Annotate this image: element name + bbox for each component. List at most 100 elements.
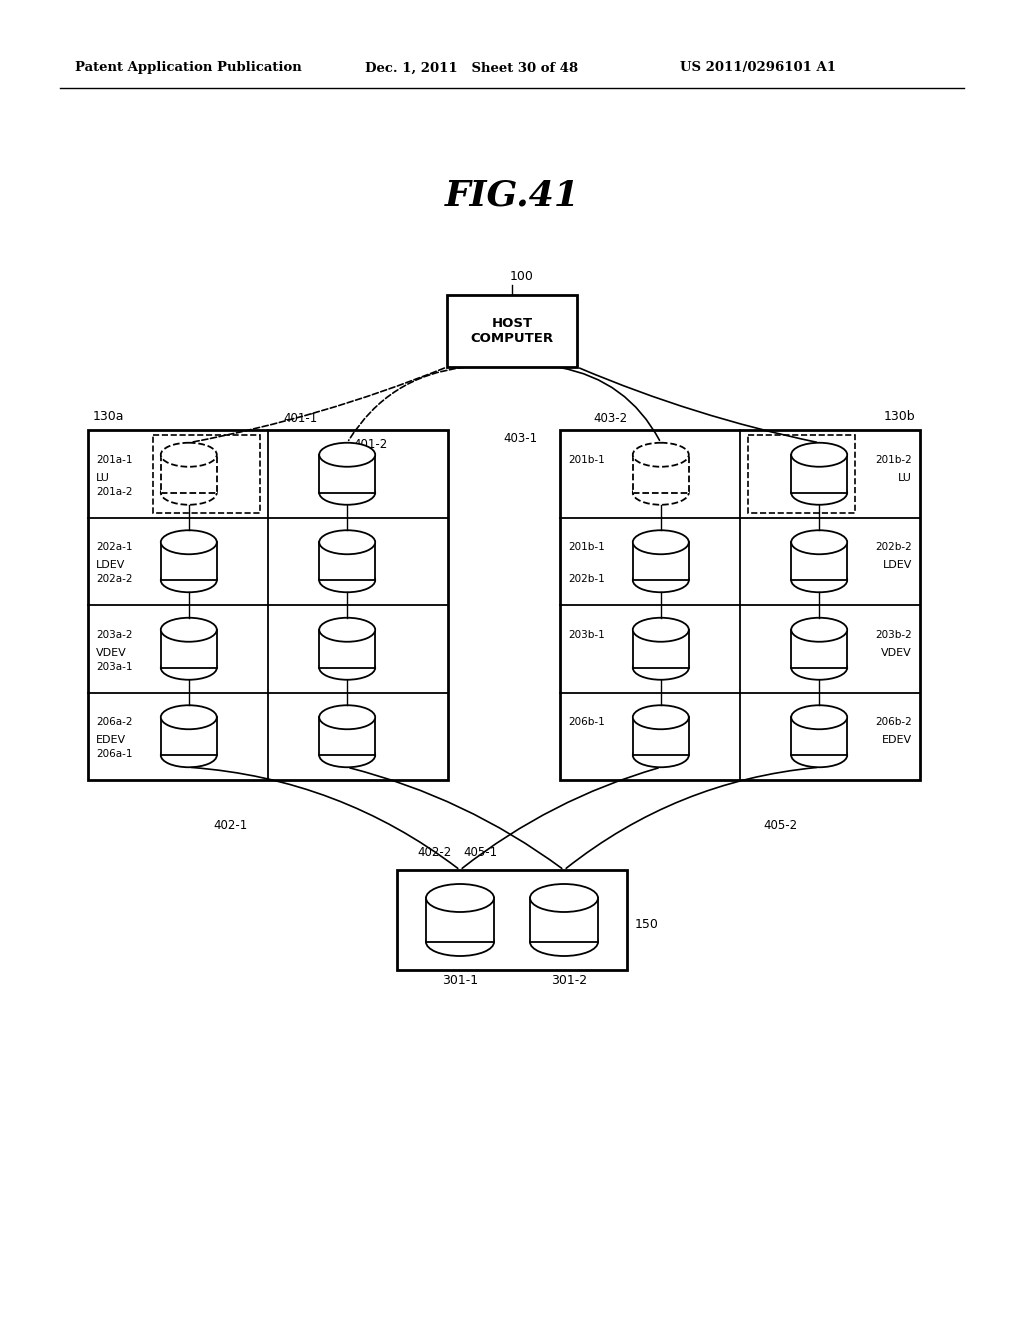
Polygon shape (161, 630, 217, 668)
Ellipse shape (426, 884, 494, 912)
Ellipse shape (792, 743, 847, 767)
Text: US 2011/0296101 A1: US 2011/0296101 A1 (680, 62, 836, 74)
Text: 402-1: 402-1 (213, 818, 247, 832)
Text: 206b-2: 206b-2 (876, 717, 912, 727)
Ellipse shape (792, 531, 847, 554)
Ellipse shape (633, 531, 689, 554)
Ellipse shape (161, 618, 217, 642)
Ellipse shape (161, 656, 217, 680)
Text: 203a-2: 203a-2 (96, 630, 132, 640)
Text: 405-2: 405-2 (763, 818, 797, 832)
Text: FIG.41: FIG.41 (444, 178, 580, 213)
Ellipse shape (633, 743, 689, 767)
Polygon shape (426, 898, 494, 942)
Text: 401-2: 401-2 (353, 438, 387, 451)
Text: LDEV: LDEV (96, 560, 125, 570)
Polygon shape (319, 543, 375, 581)
Text: LU: LU (898, 473, 912, 483)
Text: 202a-2: 202a-2 (96, 574, 132, 585)
Text: 405-1: 405-1 (463, 846, 497, 859)
Text: 100: 100 (510, 271, 534, 284)
Text: VDEV: VDEV (882, 648, 912, 657)
Ellipse shape (319, 480, 375, 504)
Text: 206a-1: 206a-1 (96, 750, 132, 759)
Polygon shape (161, 717, 217, 755)
Text: VDEV: VDEV (96, 648, 127, 657)
Polygon shape (633, 630, 689, 668)
Ellipse shape (530, 884, 598, 912)
Ellipse shape (792, 656, 847, 680)
Text: 130b: 130b (884, 409, 915, 422)
Ellipse shape (319, 531, 375, 554)
Text: Dec. 1, 2011   Sheet 30 of 48: Dec. 1, 2011 Sheet 30 of 48 (365, 62, 579, 74)
Text: 206a-2: 206a-2 (96, 717, 132, 727)
Text: 203b-2: 203b-2 (876, 630, 912, 640)
Ellipse shape (319, 705, 375, 729)
Polygon shape (792, 717, 847, 755)
Text: LDEV: LDEV (883, 560, 912, 570)
Ellipse shape (792, 568, 847, 593)
Text: 203a-1: 203a-1 (96, 661, 132, 672)
Polygon shape (530, 898, 598, 942)
Text: 301-1: 301-1 (442, 974, 478, 987)
Text: 403-2: 403-2 (593, 412, 627, 425)
Ellipse shape (161, 480, 217, 504)
Text: 402-2: 402-2 (418, 846, 453, 859)
Ellipse shape (319, 743, 375, 767)
Text: Patent Application Publication: Patent Application Publication (75, 62, 302, 74)
Text: 202a-1: 202a-1 (96, 543, 132, 552)
Ellipse shape (426, 928, 494, 956)
Ellipse shape (319, 618, 375, 642)
Text: 201b-1: 201b-1 (568, 455, 605, 465)
Ellipse shape (792, 480, 847, 504)
Polygon shape (161, 455, 217, 492)
Polygon shape (633, 455, 689, 492)
Polygon shape (633, 717, 689, 755)
Ellipse shape (319, 656, 375, 680)
Polygon shape (792, 543, 847, 581)
Polygon shape (792, 630, 847, 668)
Ellipse shape (633, 618, 689, 642)
Text: 403-1: 403-1 (503, 432, 537, 445)
Polygon shape (319, 630, 375, 668)
Ellipse shape (161, 705, 217, 729)
Text: 202b-2: 202b-2 (876, 543, 912, 552)
Polygon shape (319, 717, 375, 755)
Polygon shape (792, 455, 847, 492)
Text: 130a: 130a (93, 409, 125, 422)
Text: 201a-2: 201a-2 (96, 487, 132, 496)
Text: 203b-1: 203b-1 (568, 630, 605, 640)
Polygon shape (319, 455, 375, 492)
Ellipse shape (161, 531, 217, 554)
Ellipse shape (161, 568, 217, 593)
FancyBboxPatch shape (88, 430, 449, 780)
Ellipse shape (161, 442, 217, 467)
Text: 201b-2: 201b-2 (876, 455, 912, 465)
Text: 201b-1: 201b-1 (568, 543, 605, 552)
Text: LU: LU (96, 473, 110, 483)
Ellipse shape (792, 442, 847, 467)
Text: 206b-1: 206b-1 (568, 717, 605, 727)
Text: EDEV: EDEV (96, 735, 126, 746)
Ellipse shape (633, 480, 689, 504)
FancyBboxPatch shape (560, 430, 920, 780)
Ellipse shape (633, 705, 689, 729)
Ellipse shape (633, 568, 689, 593)
Ellipse shape (633, 442, 689, 467)
Ellipse shape (792, 705, 847, 729)
Ellipse shape (792, 618, 847, 642)
Polygon shape (161, 543, 217, 581)
Text: HOST
COMPUTER: HOST COMPUTER (470, 317, 554, 345)
Text: 202b-1: 202b-1 (568, 574, 605, 585)
FancyBboxPatch shape (397, 870, 627, 970)
Ellipse shape (319, 568, 375, 593)
Text: EDEV: EDEV (882, 735, 912, 746)
Text: 301-2: 301-2 (551, 974, 587, 987)
Ellipse shape (530, 928, 598, 956)
Text: 201a-1: 201a-1 (96, 455, 132, 465)
Text: 150: 150 (635, 919, 658, 932)
Polygon shape (633, 543, 689, 581)
Text: 401-1: 401-1 (283, 412, 317, 425)
Ellipse shape (161, 743, 217, 767)
Ellipse shape (319, 442, 375, 467)
